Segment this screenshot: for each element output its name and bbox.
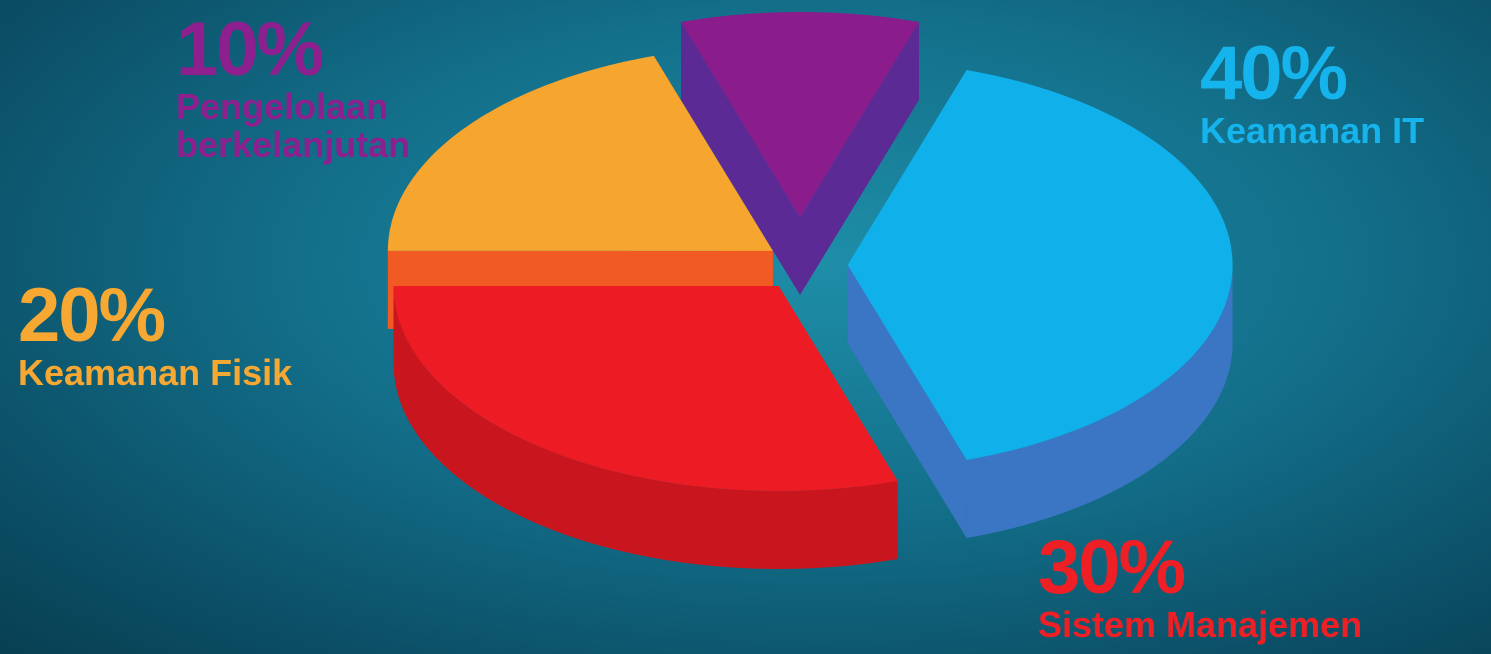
pie-slice-keamanan-fisik: [387, 55, 773, 251]
percent-label-pengelolaan-berkelanjutan: 10%: [176, 7, 324, 92]
pie-side-sistem-manajemen: [393, 286, 898, 569]
percent-label-sistem-manajemen: 30%: [1038, 525, 1186, 610]
category-label-pengelolaan-berkelanjutan: Pengelolaan berkelanjutan: [176, 86, 411, 165]
percent-label-keamanan-fisik: 20%: [18, 273, 166, 358]
pie-slice-sistem-manajemen: [393, 286, 898, 491]
category-label-sistem-manajemen: Sistem Manajemen: [1038, 604, 1363, 645]
pie-slice-keamanan-it: [847, 70, 1233, 460]
pie-wall-pengelolaan-berkelanjutan-1: [800, 22, 919, 295]
pie-slice-pengelolaan-berkelanjutan: [681, 12, 919, 217]
label-pengelolaan-berkelanjutan: 10% Pengelolaan berkelanjutan: [176, 12, 476, 164]
pie-side-keamanan-it: [966, 265, 1233, 538]
pie-wall-keamanan-it-1: [847, 265, 967, 538]
label-keamanan-fisik: 20% Keamanan Fisik: [18, 278, 292, 392]
percent-label-keamanan-it: 40%: [1200, 31, 1348, 116]
pie-wall-pengelolaan-berkelanjutan-0: [681, 22, 800, 295]
category-label-keamanan-it: Keamanan IT: [1200, 110, 1425, 151]
label-keamanan-it: 40% Keamanan IT: [1200, 36, 1424, 150]
label-sistem-manajemen: 30% Sistem Manajemen: [1038, 530, 1362, 644]
category-label-keamanan-fisik: Keamanan Fisik: [18, 352, 293, 393]
